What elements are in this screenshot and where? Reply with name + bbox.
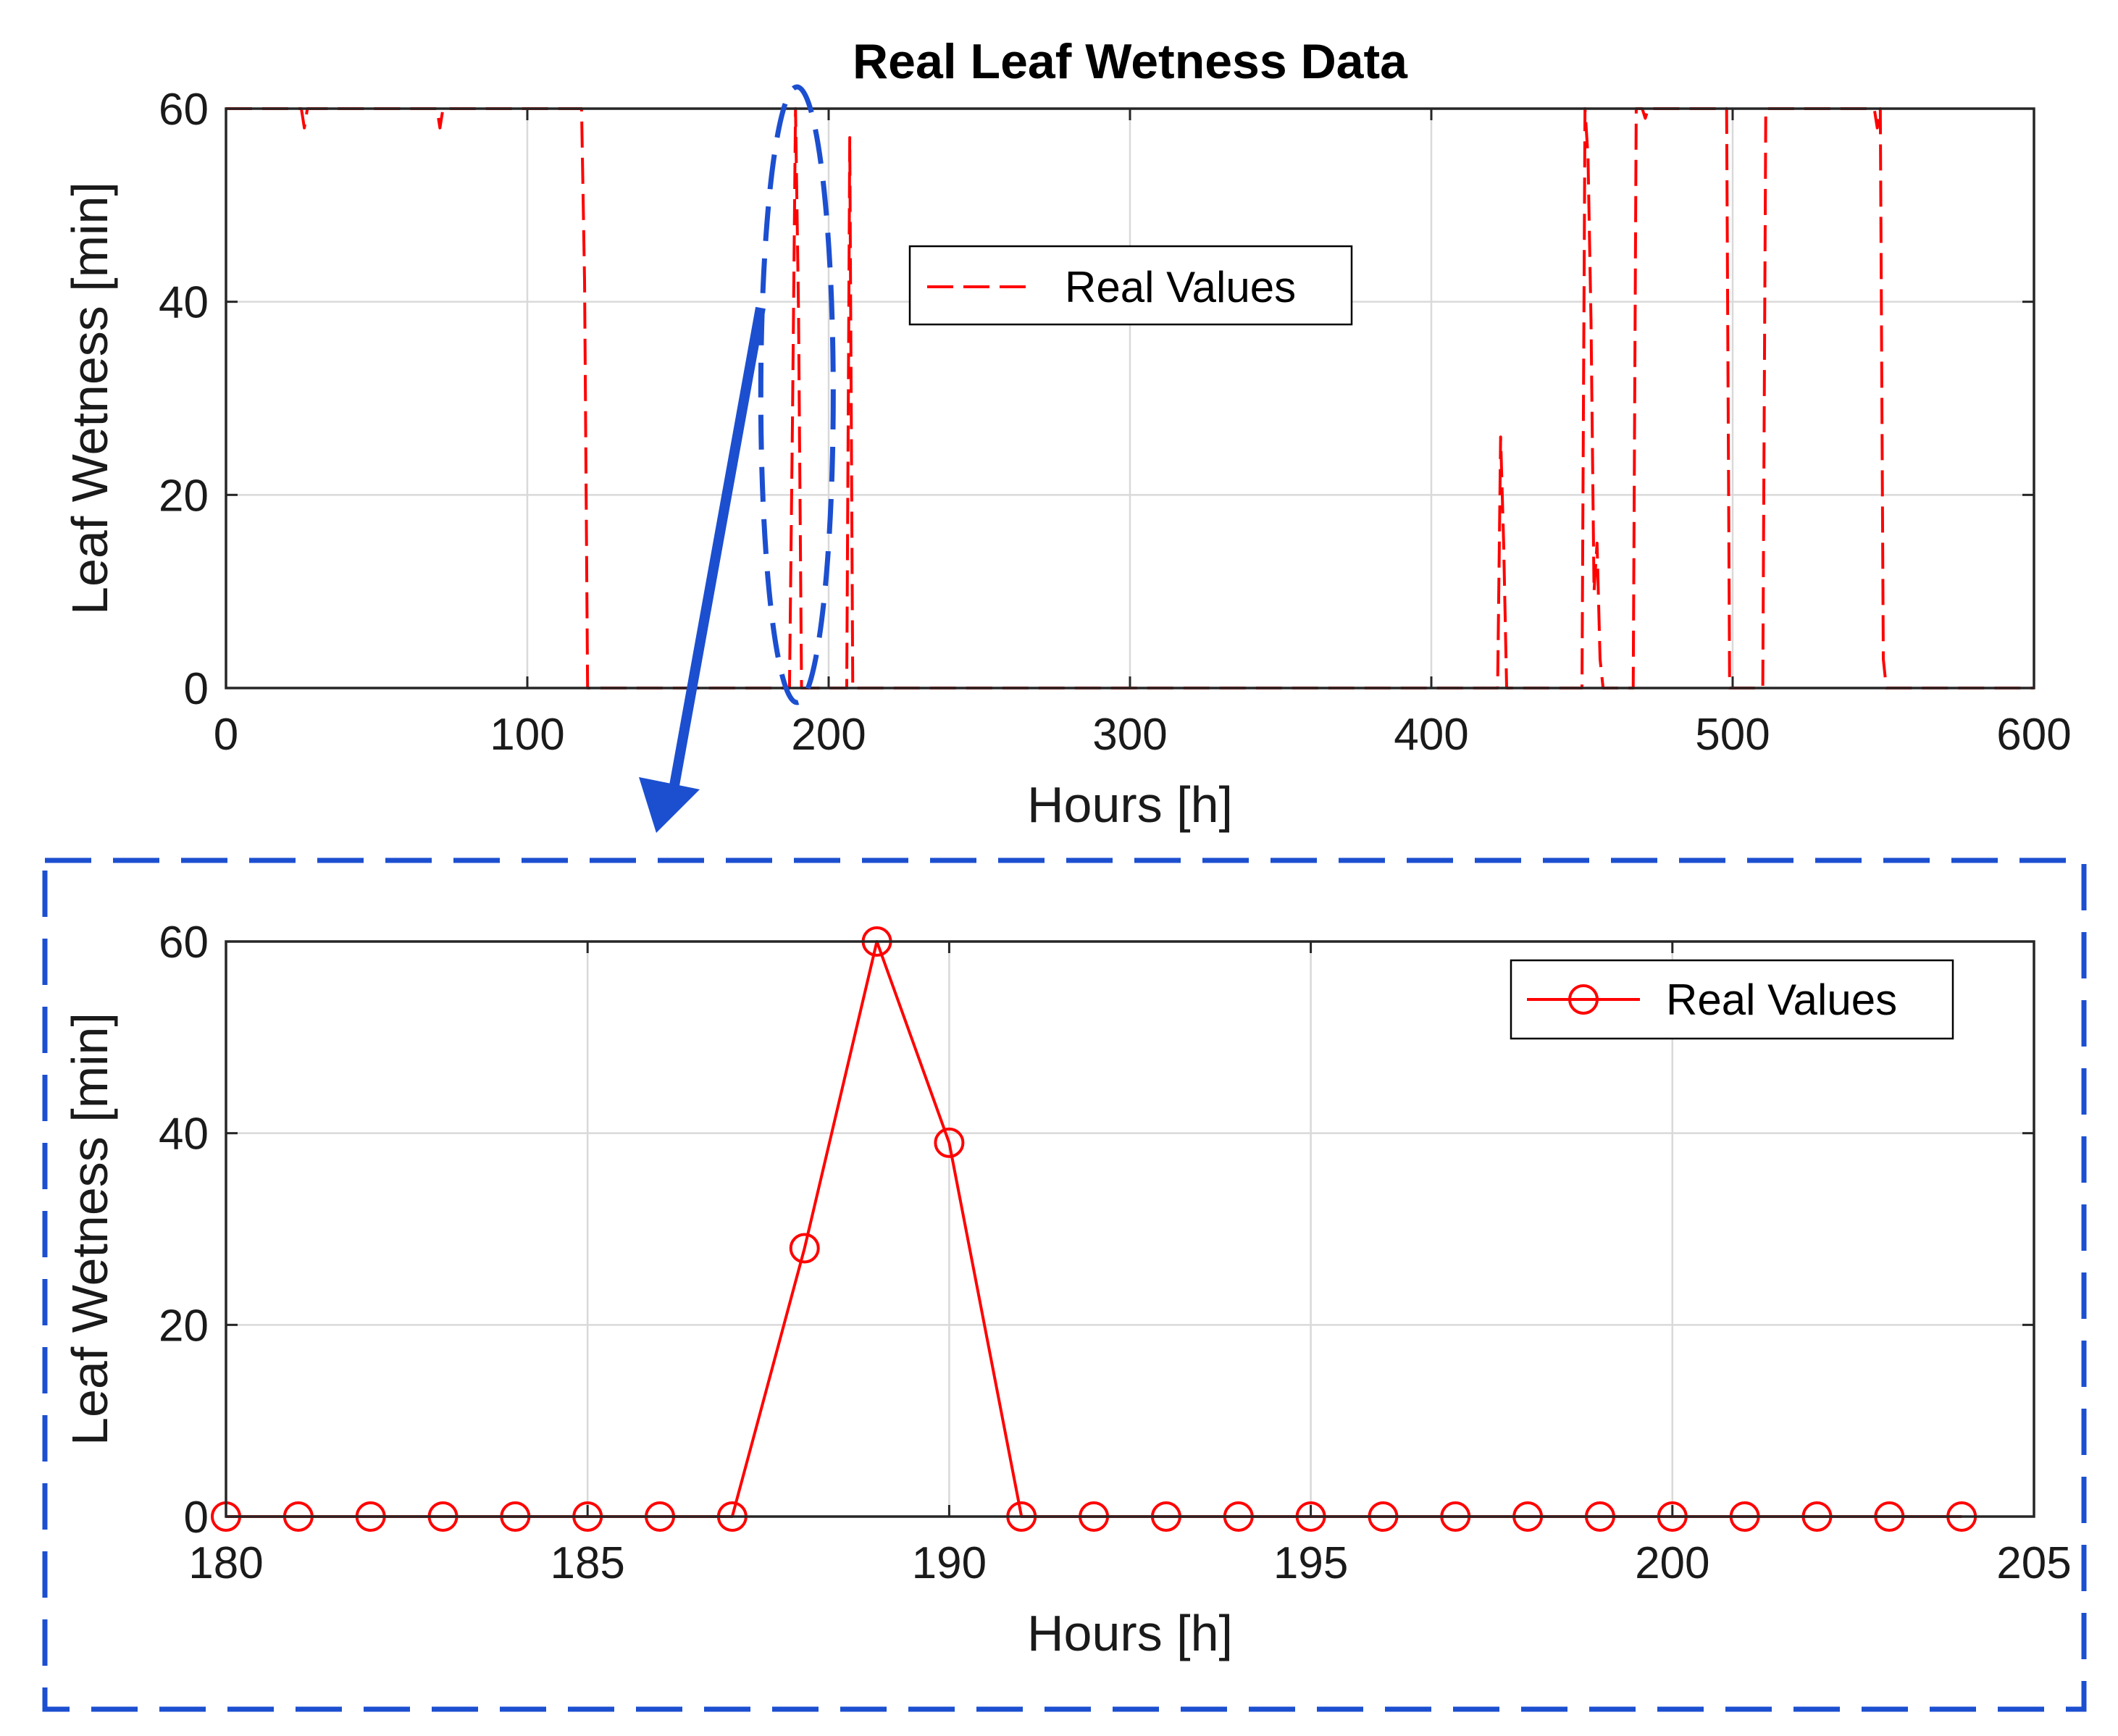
- top-x-tick-label: 0: [214, 710, 238, 760]
- zoom-arrow-shaft: [669, 306, 766, 791]
- top-x-tick-label: 300: [1092, 710, 1167, 760]
- zoom-y-tick-label: 20: [159, 1301, 209, 1351]
- top-x-axis-label: Hours [h]: [1027, 776, 1233, 833]
- zoom-arrow-head: [639, 777, 700, 833]
- top-legend-label: Real Values: [1065, 263, 1296, 311]
- zoom-x-tick-label: 195: [1273, 1538, 1348, 1588]
- top-x-tick-label: 600: [1996, 710, 2071, 760]
- top-x-tick-label: 200: [791, 710, 866, 760]
- zoom-y-tick-label: 0: [184, 1493, 209, 1543]
- zoom-ticks: 180 185 190 195 200 205 0 20 40 60: [159, 918, 2072, 1588]
- top-y-tick-label: 20: [159, 471, 209, 521]
- zoom-data-point: [789, 1233, 820, 1264]
- zoom-annotation: [42, 84, 2087, 1712]
- zoom-x-tick-label: 185: [550, 1538, 624, 1588]
- top-y-tick-label: 0: [184, 664, 209, 714]
- zoom-y-tick-label: 40: [159, 1110, 209, 1160]
- top-y-tick-label: 40: [159, 278, 209, 328]
- zoom-y-axis-label: Leaf Wetness [min]: [62, 1012, 118, 1446]
- top-legend: Real Values: [908, 245, 1353, 326]
- zoom-inset-border: [42, 857, 2087, 1712]
- zoom-plot-frame: [225, 940, 2035, 1518]
- top-chart: 0 100 200 300 400 500 600 0 20 40 60 Real Leaf Wet…: [62, 34, 2072, 833]
- zoom-legend-marker: [1568, 984, 1599, 1015]
- top-x-tick-label: 400: [1394, 710, 1468, 760]
- zoom-highlight-ellipse: [758, 84, 836, 705]
- zoom-legend-box: [1510, 959, 1954, 1040]
- top-y-axis-label: Leaf Wetness [min]: [62, 182, 118, 615]
- top-x-tick-label: 100: [490, 710, 564, 760]
- zoom-x-tick-label: 200: [1635, 1538, 1709, 1588]
- top-ticks: 0 100 200 300 400 500 600 0 20 40 60: [159, 85, 2072, 760]
- zoom-data-point: [934, 1127, 965, 1158]
- zoom-legend: Real Values: [1510, 959, 1954, 1040]
- zoom-x-tick-label: 180: [188, 1538, 263, 1588]
- zoom-x-tick-label: 190: [912, 1538, 987, 1588]
- zoom-x-tick-label: 205: [1996, 1538, 2071, 1588]
- zoom-legend-label: Real Values: [1666, 976, 1897, 1024]
- top-y-tick-label: 60: [159, 85, 209, 135]
- zoom-y-tick-label: 60: [159, 918, 209, 968]
- zoom-x-axis-label: Hours [h]: [1027, 1605, 1233, 1661]
- zoom-chart: 180 185 190 195 200 205 0 20 40 60 Hours [h] Leaf…: [62, 918, 2072, 1661]
- top-x-tick-label: 500: [1695, 710, 1770, 760]
- top-chart-title: Real Leaf Wetness Data: [853, 34, 1408, 89]
